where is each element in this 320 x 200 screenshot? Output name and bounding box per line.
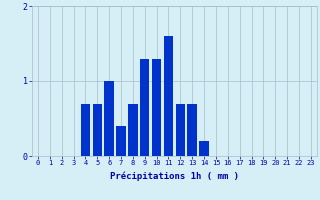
Bar (116, 126, 126, 156)
Bar (188, 104, 197, 156)
Bar (199, 141, 209, 156)
Bar (81, 104, 90, 156)
Bar (176, 104, 185, 156)
Bar (128, 104, 138, 156)
X-axis label: Précipitations 1h ( mm ): Précipitations 1h ( mm ) (110, 172, 239, 181)
Bar (140, 58, 149, 156)
Bar (164, 36, 173, 156)
Bar (152, 58, 161, 156)
Bar (92, 104, 102, 156)
Bar (104, 81, 114, 156)
